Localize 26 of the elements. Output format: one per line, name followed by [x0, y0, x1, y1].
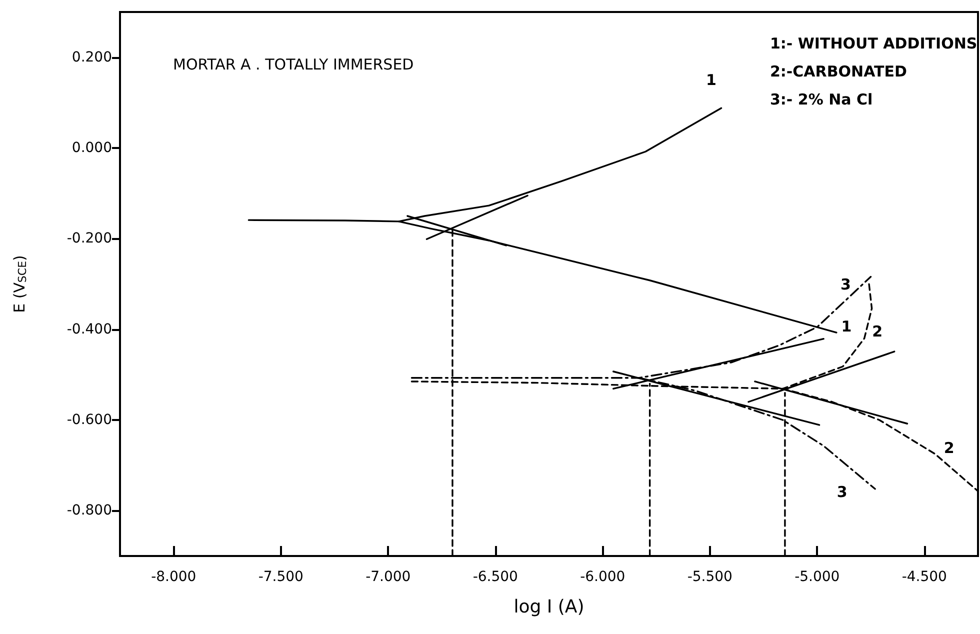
y-tick-label: -0.600 [66, 412, 112, 428]
annotation: 2:-CARBONATED [770, 62, 907, 80]
annotation: 3:- 2% Na Cl [770, 90, 873, 108]
x-tick-label: -6.000 [580, 569, 626, 585]
y-tick-label: -0.200 [66, 230, 112, 247]
text: MORTAR A . TOTALLY IMMERSED [173, 56, 414, 74]
annotation: 1 [841, 318, 852, 336]
y-tick-label: -0.800 [66, 502, 112, 519]
x-tick-label: -7.000 [366, 569, 411, 585]
x-tick-label: -7.500 [258, 569, 304, 585]
annotation: 1:- WITHOUT ADDITIONS [770, 34, 978, 52]
x-tick-label: -8.000 [151, 569, 196, 585]
x-tick-label: -6.500 [472, 569, 518, 585]
annotation: 3 [836, 482, 848, 501]
annotation: 1 [706, 71, 716, 90]
y-tick-label: 0.200 [72, 49, 112, 66]
x-axis-title: log I (A) [514, 596, 584, 618]
x-tick-label: -4.500 [902, 569, 947, 585]
x-tick-label: -5.000 [794, 569, 840, 585]
annotation: 3 [840, 276, 851, 294]
y-tick-label: 0.000 [72, 140, 112, 156]
annotation: 2 [872, 322, 883, 340]
y-tick-label: -0.400 [66, 321, 112, 338]
x-tick-label: -5.500 [687, 569, 732, 585]
y-axis-title: E (VSCE) [10, 255, 29, 313]
annotation: 2 [944, 439, 954, 457]
